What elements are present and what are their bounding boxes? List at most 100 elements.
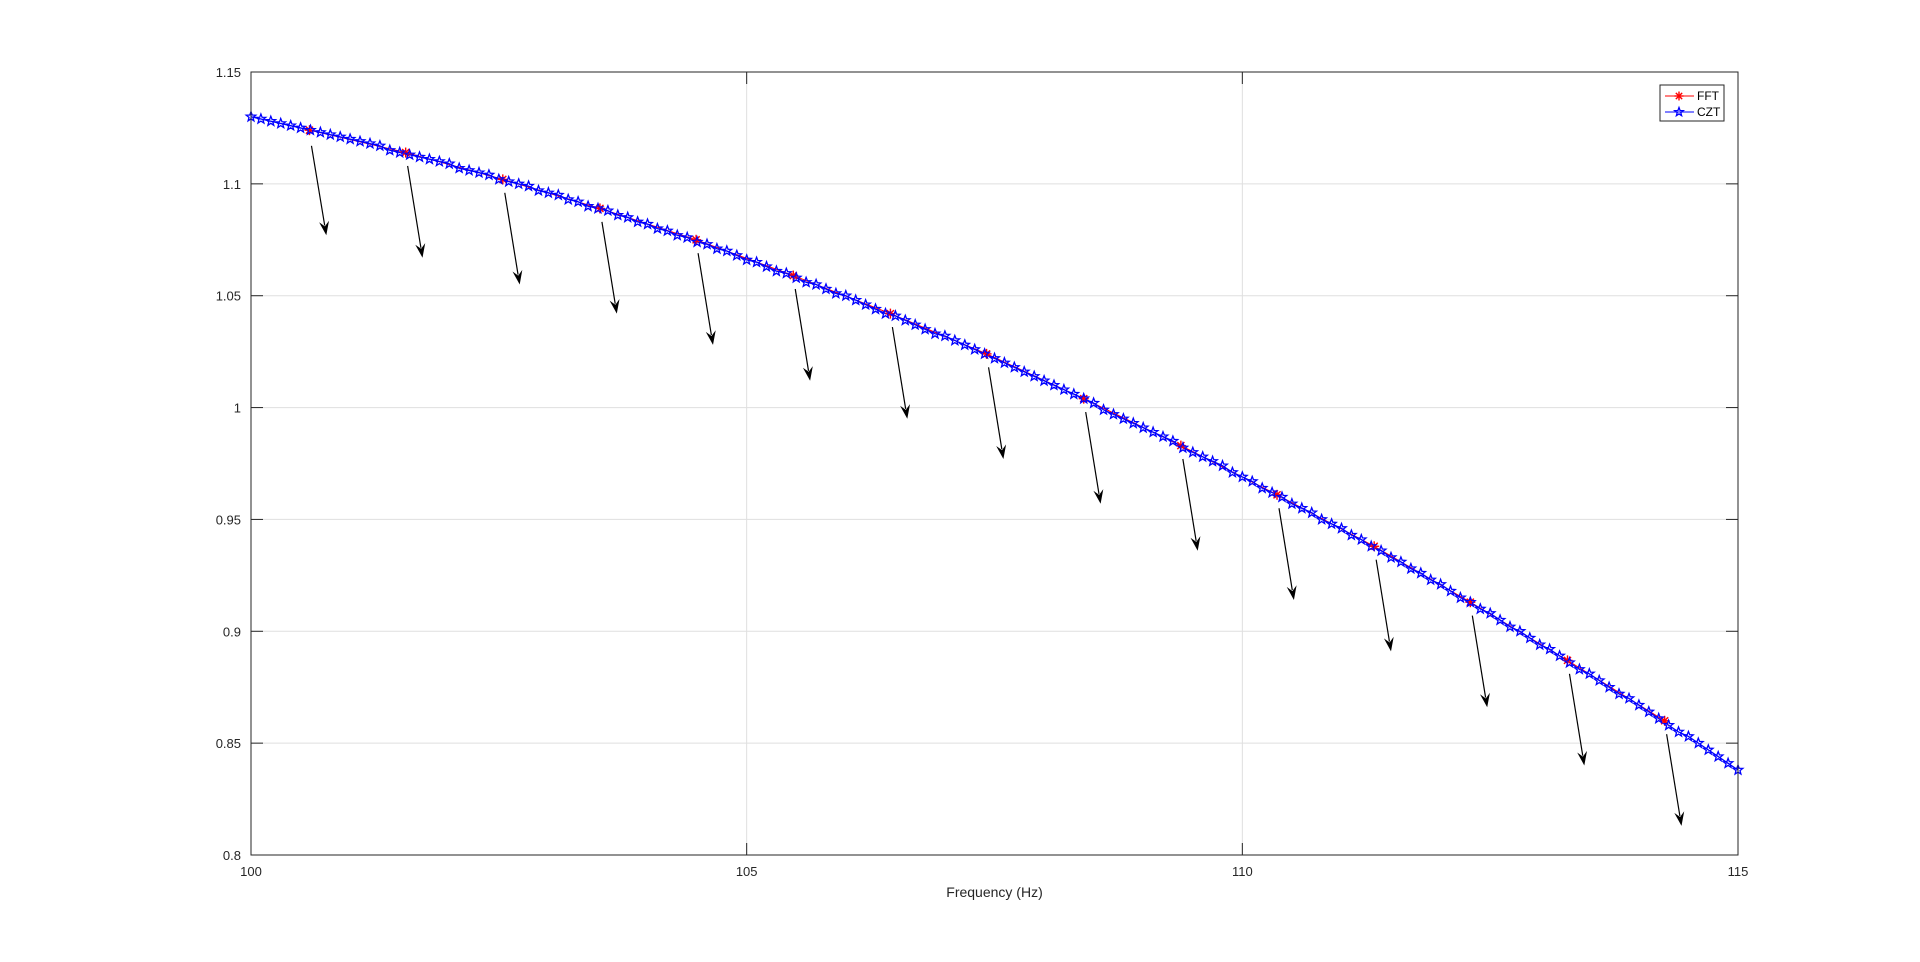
asterisk-stroke <box>1272 490 1282 499</box>
czt-point <box>1414 566 1428 579</box>
czt-point <box>541 185 555 199</box>
legend-fft-asterisk <box>1674 91 1684 101</box>
asterisk-stroke <box>498 175 507 184</box>
arrow-shaft <box>601 221 616 304</box>
czt-point <box>1126 416 1140 429</box>
plot-series <box>244 109 1745 776</box>
arrow-shaft <box>794 288 810 371</box>
czt-point <box>452 161 466 174</box>
czt-point <box>1235 470 1249 483</box>
czt-point <box>1691 736 1705 749</box>
axes-box <box>250 71 1739 856</box>
czt-point <box>1672 725 1686 738</box>
czt-point <box>700 237 714 250</box>
y-tick-label: 1.15 <box>216 65 241 80</box>
arrow-head <box>1577 750 1587 766</box>
czt-point <box>878 306 892 320</box>
y-tick-label: 0.95 <box>216 512 241 527</box>
czt-point <box>958 338 972 351</box>
czt-point <box>1077 391 1091 405</box>
czt-point <box>1136 420 1150 434</box>
annotation-arrow <box>407 165 426 258</box>
czt-point <box>1087 396 1101 409</box>
arrow-shaft <box>1471 615 1487 698</box>
czt-point <box>274 116 288 129</box>
czt-point <box>1543 642 1557 655</box>
czt-point <box>660 223 674 237</box>
czt-point <box>502 174 516 188</box>
czt-point <box>1007 360 1021 373</box>
annotation-arrow <box>1278 508 1297 600</box>
arrow-head <box>900 404 910 419</box>
czt-point <box>839 288 853 302</box>
annotation-arrow <box>310 145 329 236</box>
czt-point <box>1196 449 1210 463</box>
annotation-arrow <box>1568 673 1587 766</box>
czt-point <box>521 179 536 192</box>
czt-point <box>472 165 486 179</box>
czt-point <box>561 192 575 206</box>
arrow-head <box>1674 811 1685 826</box>
czt-point <box>403 147 417 161</box>
czt-point <box>1265 485 1279 499</box>
czt-point <box>1662 718 1676 731</box>
czt-point <box>888 308 902 322</box>
czt-point <box>551 188 565 201</box>
czt-point <box>1681 729 1695 743</box>
czt-point <box>849 293 863 306</box>
arrow-head <box>1286 585 1297 600</box>
czt-point <box>1602 680 1616 693</box>
czt-point <box>333 130 347 143</box>
czt-point <box>759 259 773 273</box>
arrow-shaft <box>1085 411 1100 494</box>
x-tick-label: 105 <box>736 864 758 879</box>
czt-point <box>1205 454 1220 467</box>
czt-point <box>1057 382 1071 396</box>
czt-point <box>1116 411 1130 425</box>
czt-point <box>789 270 803 284</box>
czt-point <box>641 217 655 230</box>
czt-point <box>1493 613 1507 626</box>
y-tick-label: 0.8 <box>223 848 241 863</box>
czt-point <box>442 156 456 170</box>
czt-point <box>1533 637 1547 651</box>
czt-point <box>313 125 327 138</box>
czt-point <box>1523 631 1537 644</box>
y-tick-label: 0.9 <box>223 624 241 639</box>
czt-point <box>977 346 992 360</box>
arrow-head <box>705 330 716 345</box>
czt-point <box>1642 704 1656 718</box>
legend: FFT CZT <box>1659 84 1725 122</box>
czt-point <box>997 355 1011 369</box>
legend-czt-label: CZT <box>1697 105 1721 119</box>
czt-point <box>1037 373 1051 387</box>
czt-point <box>363 136 377 150</box>
annotation-arrow <box>1471 615 1490 708</box>
czt-point <box>1701 743 1715 756</box>
czt-point <box>1176 440 1190 454</box>
asterisk-stroke <box>1675 92 1683 100</box>
czt-point <box>1106 407 1120 420</box>
czt-point <box>1295 501 1309 514</box>
arrow-head <box>996 444 1007 459</box>
arrow-shaft <box>1182 458 1197 541</box>
arrow-shaft <box>1278 508 1293 591</box>
czt-point <box>343 132 357 145</box>
arrow-shaft <box>697 253 712 336</box>
czt-point <box>531 183 545 197</box>
czt-point <box>1245 474 1259 487</box>
legend-czt-marker <box>1672 105 1686 118</box>
czt-point <box>581 199 595 212</box>
czt-point <box>1652 711 1666 725</box>
czt-point <box>482 168 496 181</box>
arrow-head <box>609 299 620 314</box>
czt-point <box>1434 577 1448 590</box>
czt-point <box>294 121 308 134</box>
czt-point <box>680 230 694 244</box>
czt-point <box>284 118 298 132</box>
czt-point <box>1344 528 1358 541</box>
annotation-arrow <box>891 326 910 419</box>
arrow-shaft <box>310 145 326 226</box>
annotation-arrow <box>1375 559 1394 652</box>
